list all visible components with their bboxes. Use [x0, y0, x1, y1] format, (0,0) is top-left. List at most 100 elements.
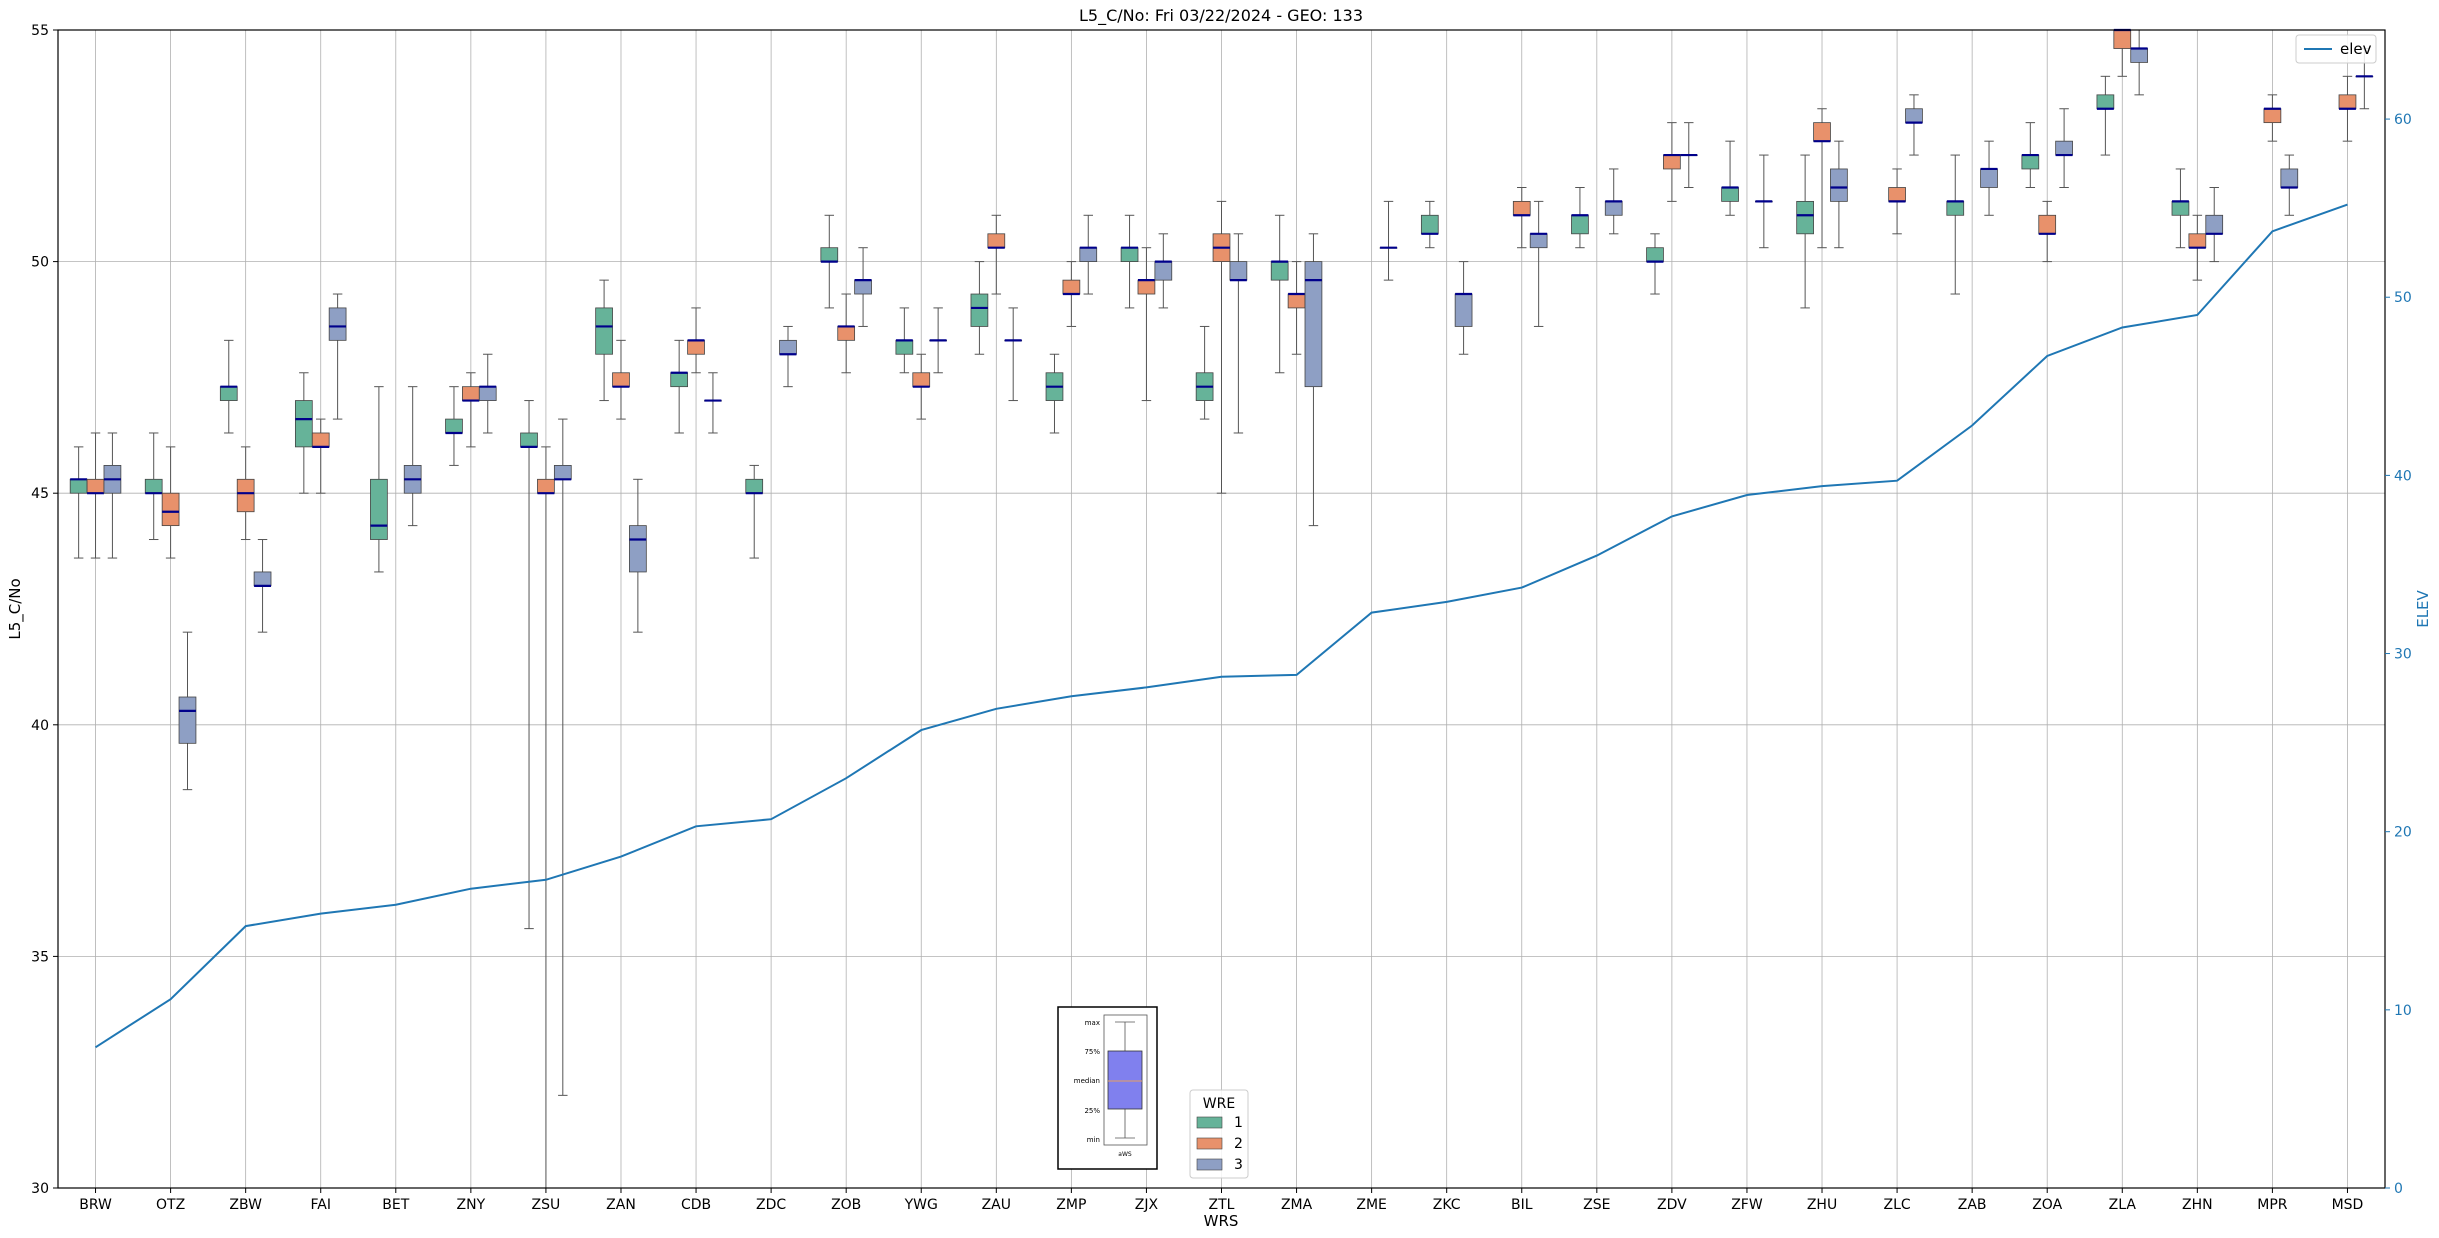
box-wre-1 — [1721, 140, 1739, 216]
box-wre-3 — [328, 293, 347, 420]
box-body — [1721, 187, 1739, 202]
y2-tick-label: 50 — [2394, 290, 2412, 306]
elevation-line — [94, 203, 2348, 1049]
box-key-panel — [1103, 1014, 1148, 1146]
box-body — [1420, 214, 1439, 235]
box-wre-1 — [144, 432, 163, 541]
line-legend-frame — [2295, 34, 2377, 64]
box-wre-1 — [745, 464, 764, 559]
wre-legend-label-1: 1 — [1234, 1115, 1243, 1131]
y-tick-label: 35 — [31, 949, 49, 965]
y-tick-label: 30 — [31, 1181, 49, 1197]
box-wre-2 — [912, 353, 931, 420]
box-wre-3 — [2130, 29, 2149, 96]
y2-tick-label: 40 — [2394, 468, 2412, 484]
box-wre-1 — [2096, 75, 2115, 156]
box-wre-3 — [2205, 186, 2224, 263]
x-tick-label: YWG — [904, 1197, 938, 1213]
box-wre-2 — [462, 372, 480, 448]
x-tick-label: FAI — [310, 1197, 330, 1213]
box-body — [1529, 233, 1548, 249]
box-body — [2021, 154, 2040, 170]
wre-legend-swatch-2 — [1196, 1137, 1223, 1150]
box-wre-2 — [2188, 214, 2207, 281]
box-body — [1120, 247, 1139, 262]
box-body — [553, 465, 572, 480]
y2-axis-label: ELEV — [2414, 589, 2432, 627]
box-body — [595, 307, 613, 355]
box-wre-3 — [704, 372, 722, 434]
y-axis-label: L5_C/No — [6, 578, 25, 639]
line-legend: elev — [2295, 34, 2377, 64]
box-body — [1062, 279, 1081, 295]
box-body — [537, 478, 555, 494]
box-wre-2 — [612, 339, 630, 420]
box-wre-1 — [970, 261, 989, 355]
x-tick-label: ZFW — [1731, 1197, 1763, 1213]
box-wre-3 — [1079, 214, 1098, 295]
x-tick-label: OTZ — [156, 1197, 185, 1213]
y2-tick-label: 0 — [2394, 1181, 2403, 1197]
box-wre-3 — [854, 247, 872, 327]
x-tick-label: ZKC — [1433, 1197, 1461, 1213]
wre-legend-label-2: 2 — [1234, 1136, 1243, 1152]
box-body — [1905, 108, 1923, 124]
box-body — [779, 339, 797, 355]
box-body — [1287, 293, 1306, 309]
box-wre-3 — [1905, 94, 1923, 156]
y2-tick-label: 60 — [2394, 112, 2412, 128]
box-wre-2 — [687, 307, 705, 374]
box-body — [2280, 168, 2299, 188]
box-body — [1946, 200, 1965, 216]
x-tick-label: CDB — [681, 1197, 711, 1213]
box-wre-1 — [1571, 186, 1589, 249]
box-wre-1 — [520, 400, 538, 930]
box-key-label-max: max — [1085, 1019, 1100, 1027]
box-body — [311, 432, 330, 448]
box-wre-3 — [103, 432, 122, 559]
x-tick-label: ZTL — [1209, 1197, 1235, 1213]
box-body — [1079, 247, 1098, 262]
x-tick-label: ZSE — [1583, 1197, 1610, 1213]
box-body — [854, 279, 872, 295]
box-wre-3 — [1529, 200, 1548, 327]
box-wre-2 — [1512, 186, 1531, 249]
box-body — [1813, 122, 1831, 142]
box-wre-1 — [69, 446, 88, 559]
box-body — [445, 418, 463, 434]
box-key-label-median: median — [1074, 1077, 1100, 1085]
box-wre-3 — [1830, 140, 1848, 249]
box-body — [2113, 29, 2132, 49]
y2-tick-label: 30 — [2394, 647, 2412, 663]
wre-legend-label-3: 3 — [1234, 1157, 1243, 1173]
box-wre-1 — [1946, 154, 1965, 295]
wre-legend-swatch-3 — [1196, 1158, 1223, 1171]
y-tick-label: 40 — [31, 718, 49, 734]
box-body — [520, 432, 538, 448]
box-wre-3 — [1004, 307, 1023, 402]
box-body — [144, 478, 163, 494]
box-wre-1 — [445, 386, 463, 466]
box-body — [1604, 200, 1623, 216]
box-body — [161, 492, 180, 527]
box-wre-2 — [1813, 108, 1831, 249]
box-body — [2188, 233, 2207, 249]
box-body — [370, 478, 388, 540]
box-wre-3 — [929, 307, 947, 374]
box-wre-3 — [1379, 200, 1398, 281]
x-tick-label: BRW — [79, 1197, 112, 1213]
box-body — [462, 386, 480, 401]
box-wre-2 — [1888, 168, 1906, 235]
box-body — [2055, 140, 2073, 156]
x-axis-label: WRS — [1204, 1212, 1239, 1230]
box-wre-3 — [1754, 154, 1773, 249]
box-body — [2038, 214, 2057, 235]
box-body — [1663, 154, 1681, 170]
box-wre-2 — [2038, 200, 2057, 263]
box-body — [1571, 214, 1589, 235]
x-tick-label: ZMP — [1056, 1197, 1086, 1213]
box-body — [236, 478, 255, 513]
box-wre-1 — [219, 339, 238, 434]
x-tick-label: ZOB — [831, 1197, 861, 1213]
box-body — [820, 247, 839, 262]
